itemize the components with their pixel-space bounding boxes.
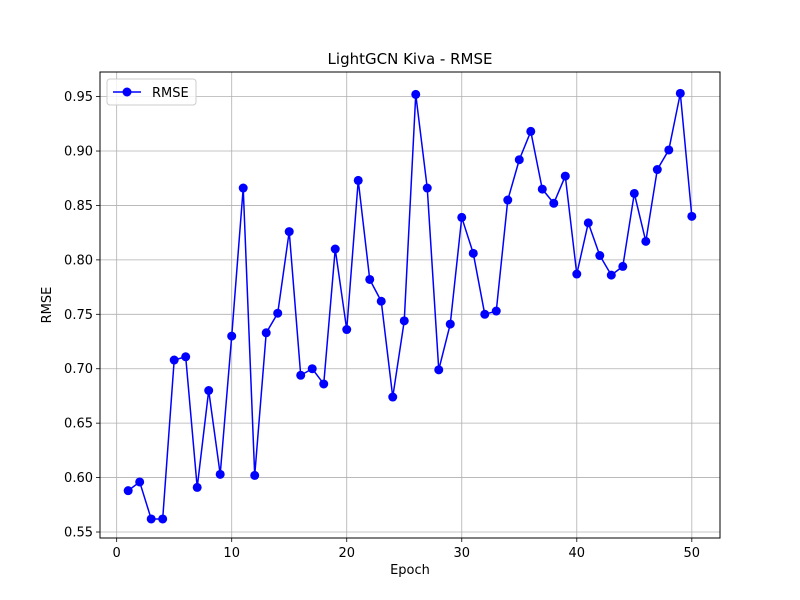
y-axis-label: RMSE [40,287,55,324]
x-tick-label: 0 [113,546,121,561]
data-point [664,145,674,155]
data-point [388,392,398,402]
plot-frame [99,71,721,539]
data-point [399,316,409,326]
data-point [238,183,248,193]
series-layer [123,88,697,524]
y-tick-label: 0.75 [64,308,93,323]
x-tick-label: 40 [569,546,586,561]
y-tick-label: 0.65 [64,417,93,432]
legend-label-rmse: RMSE [152,86,189,101]
legend: RMSE [106,78,197,106]
x-tick-label: 20 [338,546,355,561]
data-point [261,328,271,338]
data-point [319,379,329,389]
data-point [192,482,202,492]
grid [100,72,720,538]
y-tick-label: 0.55 [64,526,93,541]
chart-title: LightGCN Kiva - RMSE [328,50,493,68]
data-point [411,89,421,99]
data-point [652,165,662,175]
data-point [526,126,536,136]
data-point [330,244,340,254]
x-tick-label: 30 [453,546,470,561]
data-point [434,365,444,375]
y-tick-label: 0.90 [64,145,93,160]
series-line-rmse [127,92,693,520]
data-point [353,175,363,185]
y-tick-label: 0.80 [64,253,93,268]
data-point [135,477,145,487]
data-point [273,308,283,318]
data-point [342,325,352,335]
y-tick-label: 0.70 [64,362,93,377]
data-point [376,296,386,306]
data-point [687,211,697,221]
y-tick-label: 0.85 [64,199,93,214]
data-point [549,198,559,208]
data-point [123,486,133,496]
data-point [204,386,214,396]
data-point [503,195,513,205]
x-tick-label: 50 [684,546,701,561]
y-tick-label: 0.95 [64,90,93,105]
data-point [422,183,432,193]
x-axis-label: Epoch [390,563,430,578]
y-tick-label: 0.60 [64,471,93,486]
data-point [457,212,467,222]
data-point [514,155,524,165]
axis-ticks: 0 10 20 30 40 50 0.55 0.60 0.65 0.70 0.75 0.80 0.85 0… [64,90,700,561]
x-tick-label: 10 [223,546,240,561]
data-point [641,236,651,246]
data-point [618,261,628,271]
data-point [560,171,570,181]
data-point [491,306,501,316]
data-point [537,184,547,194]
data-point [215,469,225,479]
data-point [169,355,179,365]
data-point [158,514,168,524]
legend-marker [122,87,132,97]
data-point [480,309,490,319]
data-point [284,227,294,237]
data-point [595,251,605,261]
data-point [675,88,685,98]
legend-box [106,78,197,106]
data-point [307,364,317,374]
data-point [445,319,455,329]
data-point [250,470,260,480]
data-point [468,248,478,258]
data-point [181,352,191,362]
data-point [365,274,375,284]
data-point [146,514,156,524]
data-point [629,188,639,198]
data-point [606,270,616,280]
data-point [583,218,593,228]
data-point [227,331,237,341]
data-point [296,370,306,380]
data-point [572,269,582,279]
